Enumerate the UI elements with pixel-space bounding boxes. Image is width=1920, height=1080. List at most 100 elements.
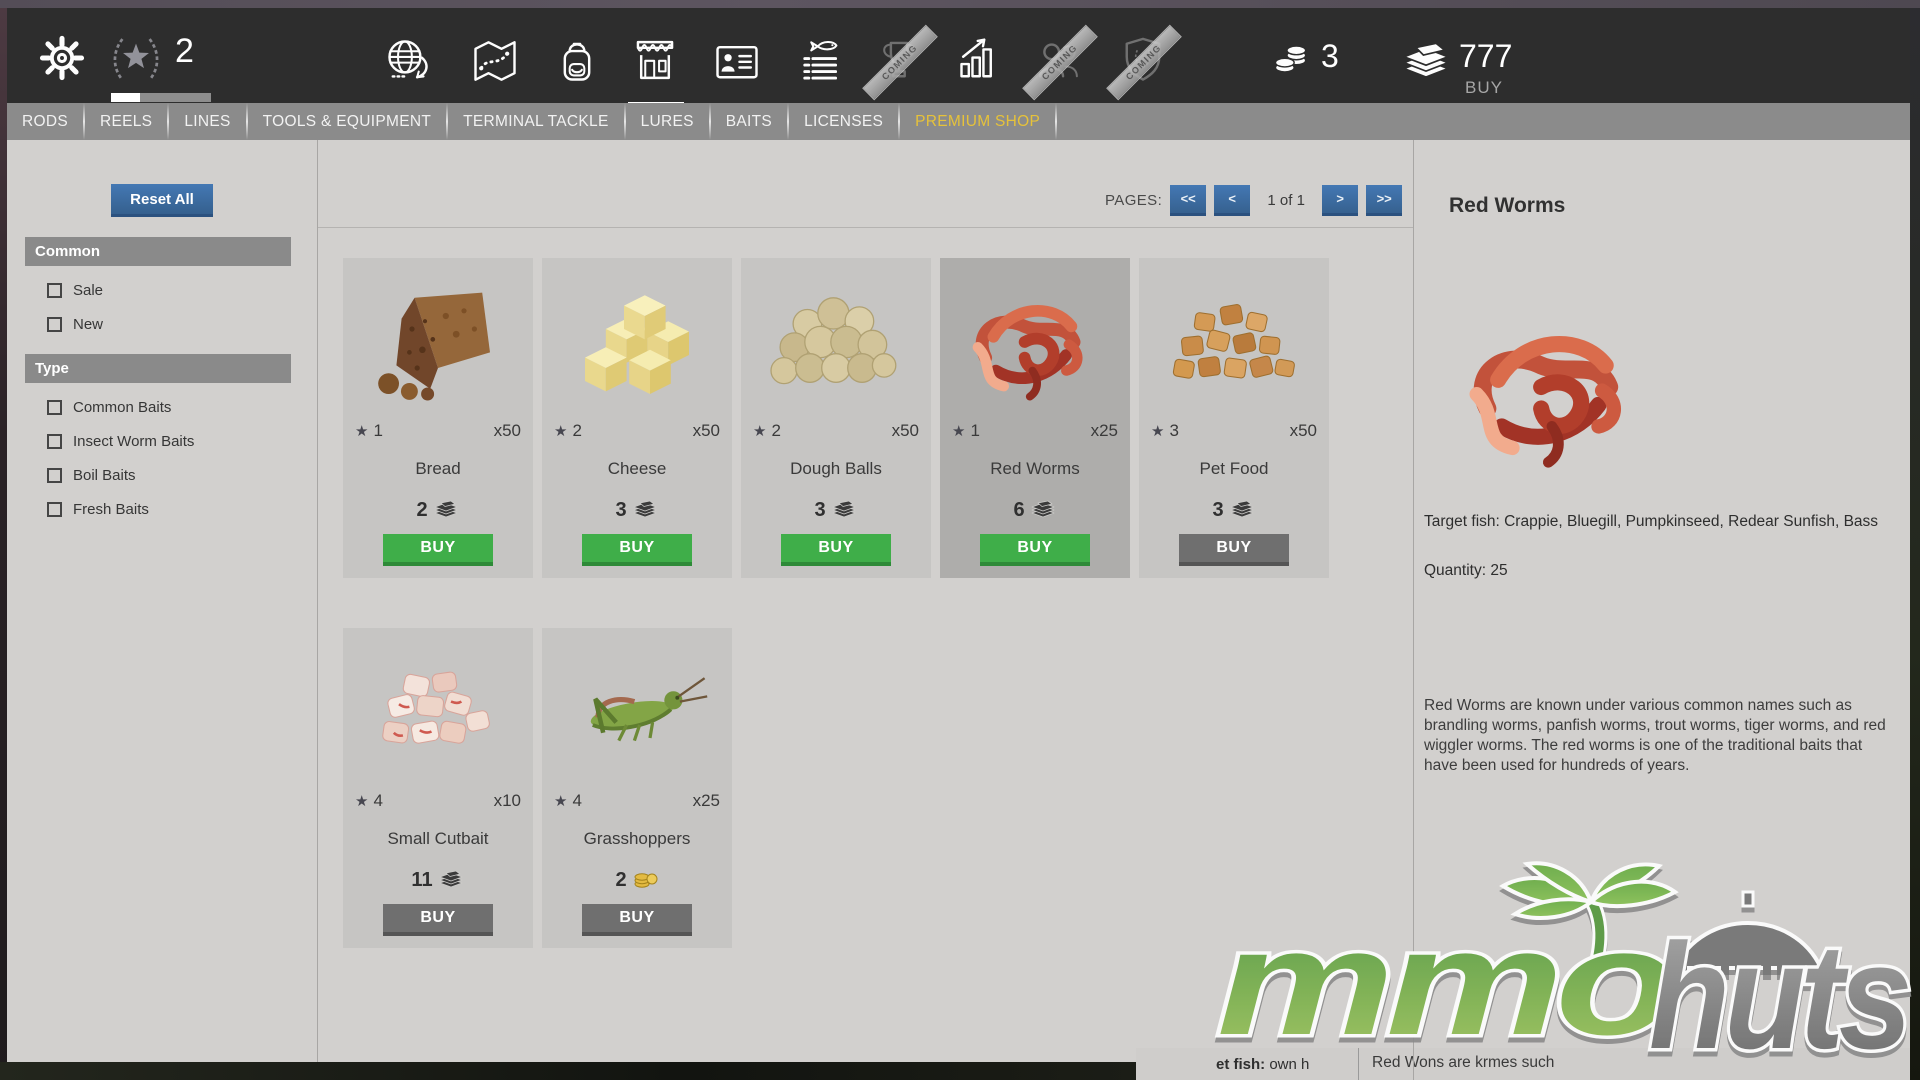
achievements-button: COMING xyxy=(1107,26,1181,99)
tab-lures[interactable]: LURES xyxy=(640,113,694,130)
tab-terminal-tackle[interactable]: TERMINAL TACKLE xyxy=(463,113,609,130)
product-price: 3 xyxy=(1139,499,1329,522)
checkbox-icon[interactable] xyxy=(47,282,62,298)
last-page-button[interactable]: >> xyxy=(1366,184,1403,216)
detail-product-image xyxy=(1448,292,1663,482)
star-icon: ★ xyxy=(952,423,966,440)
coins-balance[interactable] xyxy=(1269,36,1315,82)
product-name: Grasshoppers xyxy=(583,829,691,848)
product-image xyxy=(1154,264,1314,420)
filter-checkbox-row[interactable]: New xyxy=(47,314,317,334)
map-button[interactable] xyxy=(469,35,521,87)
first-page-button[interactable]: << xyxy=(1170,184,1207,216)
filter-checkbox-row[interactable]: Insect Worm Baits xyxy=(47,431,317,451)
checkbox-icon[interactable] xyxy=(47,467,62,483)
product-name: Pet Food xyxy=(1199,459,1269,478)
buy-button[interactable]: BUY xyxy=(980,534,1090,566)
tab-divider xyxy=(245,103,248,140)
gear-icon xyxy=(39,35,85,81)
product-card[interactable]: ★ 1 x50 Bread 2 BUY xyxy=(343,258,533,578)
shop-button[interactable] xyxy=(629,34,681,86)
next-page-button[interactable]: > xyxy=(1322,184,1359,216)
filter-label: Common Baits xyxy=(73,398,172,416)
buy-currency-link[interactable]: BUY xyxy=(1465,78,1503,97)
prev-page-button[interactable]: < xyxy=(1214,184,1251,216)
reset-all-button[interactable]: Reset All xyxy=(111,184,213,217)
currency-icon xyxy=(1031,499,1057,519)
product-card[interactable]: ★ 4 x25 Grasshoppers 2 BUY xyxy=(542,628,732,948)
product-card[interactable]: ★ 3 x50 Pet Food 3 BUY xyxy=(1139,258,1329,578)
checkbox-icon[interactable] xyxy=(47,501,62,517)
filter-checkbox-row[interactable]: Sale xyxy=(47,280,317,300)
product-card[interactable]: ★ 2 x50 Dough Balls 3 BUY xyxy=(741,258,931,578)
currency-icon xyxy=(633,869,659,889)
tab-baits[interactable]: BAITS xyxy=(725,113,773,130)
product-card[interactable]: ★ 1 x25 Red Worms 6 BUY xyxy=(940,258,1130,578)
product-card[interactable]: ★ 2 x50 Cheese 3 BUY xyxy=(542,258,732,578)
level-progress-fill xyxy=(111,93,140,102)
level-progress-bar xyxy=(111,93,211,102)
map-icon xyxy=(474,41,516,81)
license-button[interactable] xyxy=(711,35,763,87)
product-card[interactable]: ★ 4 x10 Small Cutbait 11 BUY xyxy=(343,628,533,948)
star-rating: ★ 4 xyxy=(355,791,383,810)
pager: PAGES: << < 1 of 1 > >> xyxy=(1105,184,1403,216)
star-rating: ★ 4 xyxy=(554,791,582,810)
product-name: Dough Balls xyxy=(790,459,882,478)
currency-icon xyxy=(633,499,659,519)
currency-icon xyxy=(1230,499,1256,519)
backpack-button[interactable] xyxy=(551,34,603,86)
top-bar: 2 xyxy=(7,8,1910,105)
buy-button[interactable]: BUY xyxy=(582,904,692,936)
product-image xyxy=(358,634,518,790)
buy-button[interactable]: BUY xyxy=(383,534,493,566)
fish-log-button[interactable] xyxy=(795,35,847,87)
tab-reels[interactable]: REELS xyxy=(99,113,153,130)
star-rating: ★ 1 xyxy=(355,421,383,440)
globe-icon xyxy=(388,40,428,79)
tab-lines[interactable]: LINES xyxy=(184,113,231,130)
currency-icon xyxy=(439,869,465,889)
travel-button[interactable] xyxy=(383,35,435,87)
filter-checkbox-row[interactable]: Common Baits xyxy=(47,397,317,417)
statistics-button[interactable] xyxy=(955,34,1007,86)
checkbox-icon[interactable] xyxy=(47,316,62,332)
cash-balance[interactable] xyxy=(1399,34,1453,88)
checkbox-icon[interactable] xyxy=(47,399,62,415)
product-name: Small Cutbait xyxy=(387,829,489,848)
currency-icon xyxy=(832,499,858,519)
filter-section-header: Type xyxy=(25,354,291,383)
filter-checkbox-row[interactable]: Boil Baits xyxy=(47,465,317,485)
tab-tools-equipment[interactable]: TOOLS & EQUIPMENT xyxy=(262,113,432,130)
filter-label: Fresh Baits xyxy=(73,500,149,518)
checkbox-icon[interactable] xyxy=(47,433,62,449)
cash-icon xyxy=(1403,42,1449,78)
tab-divider xyxy=(787,103,790,140)
coins-amount: 3 xyxy=(1321,38,1339,74)
filter-checkbox-row[interactable]: Fresh Baits xyxy=(47,499,317,519)
detail-target-fish: Target fish: Crappie, Bluegill, Pumpkins… xyxy=(1424,513,1879,530)
filter-sections: Common Sale New Type Common Baits Insect Worm… xyxy=(7,237,317,519)
buy-button[interactable]: BUY xyxy=(582,534,692,566)
star-icon: ★ xyxy=(355,793,369,810)
glitch-text-left: et fish: own h xyxy=(1216,1056,1310,1073)
tab-licenses[interactable]: LICENSES xyxy=(804,113,884,130)
buy-button[interactable]: BUY xyxy=(1179,534,1289,566)
filter-label: Boil Baits xyxy=(73,466,136,484)
settings-button[interactable] xyxy=(37,33,87,83)
tab-divider xyxy=(1055,103,1058,140)
pack-quantity: x10 xyxy=(493,791,521,810)
tab-divider xyxy=(898,103,901,140)
coins-icon xyxy=(1274,45,1307,73)
product-price: 3 xyxy=(542,499,732,522)
tab-premium-shop[interactable]: PREMIUM SHOP xyxy=(915,113,1041,130)
detail-quantity: Quantity: 25 xyxy=(1424,562,1508,579)
filter-sidebar: Reset All Common Sale New Type Common Baits I… xyxy=(7,140,317,1063)
tab-rods[interactable]: RODS xyxy=(22,113,68,130)
buy-button[interactable]: BUY xyxy=(781,534,891,566)
currency-icon xyxy=(434,499,460,519)
buy-button[interactable]: BUY xyxy=(383,904,493,936)
pack-quantity: x25 xyxy=(1090,421,1118,440)
page-status: 1 of 1 xyxy=(1267,191,1305,209)
